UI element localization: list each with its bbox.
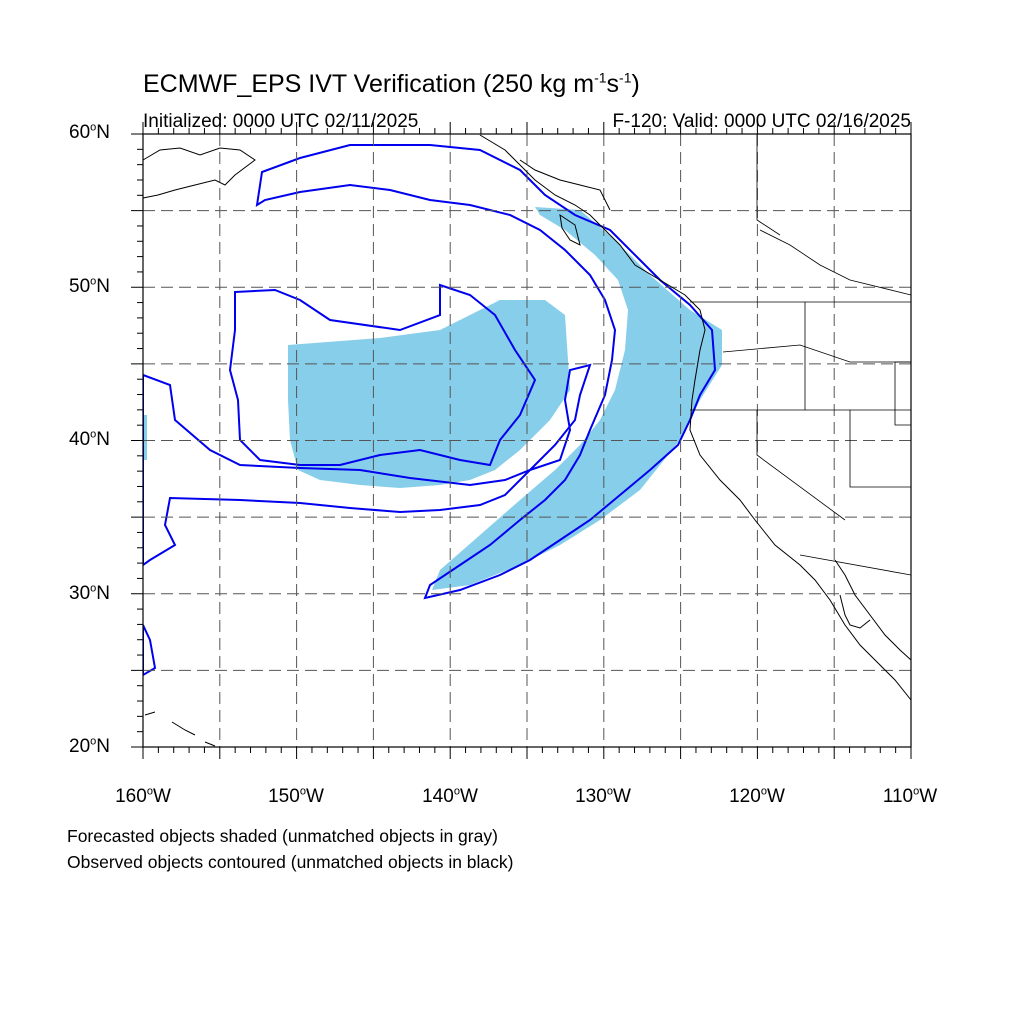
lat-label-30: 30oN	[69, 582, 110, 604]
lat-label-40: 40oN	[69, 428, 110, 450]
chart-title: ECMWF_EPS IVT Verification (250 kg m-1s-…	[143, 69, 640, 98]
observed-contour-northern-arc	[255, 144, 717, 600]
forecast-object-western	[288, 300, 570, 488]
lon-label-120: 120oW	[729, 785, 785, 807]
lat-lon-grid	[143, 134, 911, 747]
legend-observed: Observed objects contoured (unmatched ob…	[67, 852, 514, 872]
lat-label-60: 60oN	[69, 121, 110, 143]
lon-label-110: 110oW	[882, 785, 938, 807]
political-boundaries	[690, 134, 912, 576]
initialized-time: Initialized: 0000 UTC 02/11/2025	[143, 111, 419, 132]
lon-label-160: 160oW	[115, 785, 171, 807]
lat-label-50: 50oN	[69, 275, 110, 297]
valid-time: F-120: Valid: 0000 UTC 02/16/2025	[612, 111, 911, 132]
lon-label-150: 150oW	[268, 785, 324, 807]
lat-label-20: 20oN	[69, 735, 110, 757]
lon-label-140: 140oW	[422, 785, 478, 807]
legend-forecast: Forecasted objects shaded (unmatched obj…	[67, 826, 498, 846]
lon-label-130: 130oW	[575, 785, 631, 807]
observed-contour-southwest	[143, 363, 592, 677]
axis-ticks	[131, 122, 912, 759]
coastline	[142, 134, 912, 747]
